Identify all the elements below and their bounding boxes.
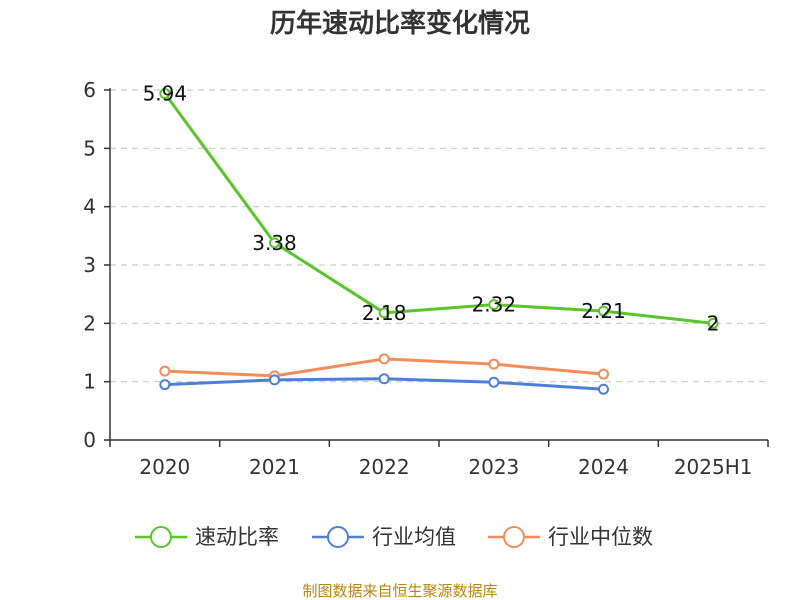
data-label: 3.38 xyxy=(252,231,297,255)
data-point-2-0[interactable] xyxy=(159,365,171,377)
data-point-1-4[interactable] xyxy=(598,383,609,395)
y-tick-label: 1 xyxy=(83,370,96,394)
x-tick-label: 2024 xyxy=(578,455,629,479)
legend-marker-2 xyxy=(503,526,525,548)
y-tick-label: 3 xyxy=(83,253,96,277)
series-line-0 xyxy=(163,92,714,325)
data-point-0-1[interactable] xyxy=(269,237,280,249)
legend-marker-0 xyxy=(150,526,172,548)
legend-label-0: 速动比率 xyxy=(195,525,279,549)
data-point-2-3[interactable] xyxy=(488,358,500,370)
data-label: 2.18 xyxy=(362,301,407,325)
y-tick-label: 6 xyxy=(83,78,96,102)
data-label: 2.21 xyxy=(581,299,626,323)
data-label: 5.94 xyxy=(143,82,188,106)
data-point-2-4[interactable] xyxy=(598,368,609,380)
grid xyxy=(110,89,768,383)
y-tick-label: 0 xyxy=(83,428,96,452)
data-point-1-0[interactable] xyxy=(159,379,171,391)
x-tick-label: 2022 xyxy=(359,455,410,479)
legend-item-1[interactable]: 行业均值 xyxy=(312,525,456,549)
data-label: 2.32 xyxy=(472,293,517,317)
legend-label-2: 行业中位数 xyxy=(548,525,653,549)
x-tick-label: 2025H1 xyxy=(674,455,753,479)
data-point-0-5[interactable] xyxy=(707,317,719,329)
y-tick-label: 4 xyxy=(83,195,96,219)
data-point-2-2[interactable] xyxy=(378,353,390,365)
data-labels: 5.94 3.38 2.18 2.32 2.21 2 xyxy=(143,82,720,336)
data-point-0-4[interactable] xyxy=(598,305,609,317)
legend-item-0[interactable]: 速动比率 xyxy=(135,525,279,549)
y-tick-label: 2 xyxy=(83,311,96,335)
legend[interactable]: 速动比率 行业均值 行业中位数 xyxy=(135,525,653,549)
y-tick-label: 5 xyxy=(83,136,96,160)
data-point-1-1[interactable] xyxy=(269,374,280,386)
data-point-0-2[interactable] xyxy=(378,307,390,319)
axes: 0 1 2 3 4 5 6 2020 2021 2022 2023 2024 2025H1 xyxy=(83,78,769,479)
data-point-1-2[interactable] xyxy=(378,373,390,385)
legend-item-2[interactable]: 行业中位数 xyxy=(488,525,653,549)
legend-label-1: 行业均值 xyxy=(372,525,456,549)
source-note: 制图数据来自恒生聚源数据库 xyxy=(302,582,497,600)
x-tick-label: 2021 xyxy=(249,455,300,479)
data-point-0-3[interactable] xyxy=(488,299,500,311)
chart-title: 历年速动比率变化情况 xyxy=(270,8,530,39)
data-point-1-3[interactable] xyxy=(488,376,500,388)
series-lines xyxy=(159,88,719,395)
data-point-0-0[interactable] xyxy=(159,88,171,99)
legend-marker-1 xyxy=(327,526,349,548)
x-tick-label: 2020 xyxy=(139,455,190,479)
x-tick-label: 2023 xyxy=(468,455,519,479)
data-label: 2 xyxy=(707,311,720,335)
